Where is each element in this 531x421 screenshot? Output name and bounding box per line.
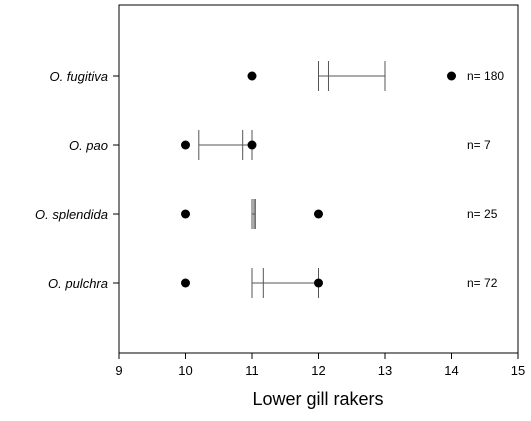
min-point xyxy=(181,140,190,150)
category-label: O. pao xyxy=(69,138,108,153)
sample-size-label: n= 7 xyxy=(467,138,491,152)
min-point xyxy=(181,278,190,288)
category-label: O. fugitiva xyxy=(49,69,108,84)
row-o-splendida: O. splendida n= 25 xyxy=(35,199,498,229)
x-tick-label: 9 xyxy=(115,363,122,378)
x-tick-label: 15 xyxy=(511,363,525,378)
x-axis: 9 10 11 12 13 14 15 xyxy=(115,353,525,378)
max-point xyxy=(247,140,257,150)
plot-frame xyxy=(118,4,519,354)
data-rows: O. fugitiva n= 180 O. pao n= 7 O. splendida n… xyxy=(35,61,504,298)
sample-size-label: n= 72 xyxy=(467,276,498,290)
max-point xyxy=(447,71,456,81)
x-tick-label: 10 xyxy=(178,363,192,378)
max-point xyxy=(314,209,323,219)
row-o-pao: O. pao n= 7 xyxy=(69,130,491,160)
x-tick-label: 11 xyxy=(245,363,259,378)
sample-size-label: n= 180 xyxy=(467,69,504,83)
x-tick-label: 14 xyxy=(444,363,458,378)
category-label: O. splendida xyxy=(35,207,108,222)
row-o-fugitiva: O. fugitiva n= 180 xyxy=(49,61,504,91)
row-o-pulchra: O. pulchra n= 72 xyxy=(48,268,498,298)
x-axis-title: Lower gill rakers xyxy=(252,389,383,409)
min-point xyxy=(181,209,190,219)
category-label: O. pulchra xyxy=(48,276,108,291)
sample-size-label: n= 25 xyxy=(467,207,498,221)
x-tick-label: 12 xyxy=(311,363,325,378)
x-tick-label: 13 xyxy=(378,363,392,378)
max-point xyxy=(314,278,323,288)
min-point xyxy=(247,71,257,81)
